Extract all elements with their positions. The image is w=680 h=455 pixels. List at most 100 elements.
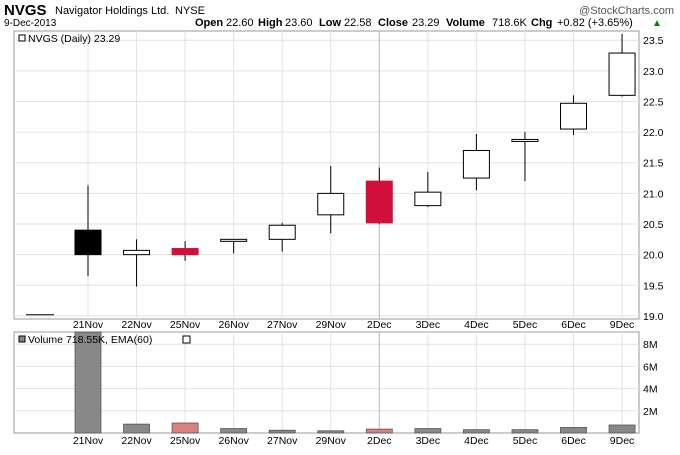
high-label: High bbox=[258, 17, 283, 29]
candle-body bbox=[462, 149, 490, 179]
volume-value: 718.6K bbox=[492, 17, 528, 29]
candle-body bbox=[365, 180, 393, 224]
candle-body bbox=[220, 238, 248, 242]
company-name: Navigator Holdings Ltd. bbox=[55, 5, 169, 17]
x-tick-label: 6Dec bbox=[561, 319, 586, 331]
x-tick-label-bottom: 5Dec bbox=[513, 435, 538, 447]
x-tick-label-bottom: 26Nov bbox=[218, 435, 249, 447]
volume-tick-label: 6M bbox=[643, 361, 658, 373]
price-tick-label: 20.5 bbox=[643, 219, 664, 231]
chg-label: Chg bbox=[531, 17, 552, 29]
volume-grid bbox=[14, 332, 639, 433]
x-tick-label-bottom: 4Dec bbox=[464, 435, 489, 447]
x-tick-label: 25Nov bbox=[170, 319, 201, 331]
price-tick-label: 21.5 bbox=[643, 158, 664, 170]
candle-body bbox=[608, 52, 636, 96]
x-tick-label: 22Nov bbox=[121, 319, 152, 331]
x-axis-labels-bottom: 21Nov 22Nov 25Nov 26Nov 27Nov 29Nov 2Dec 3Dec 4D… bbox=[73, 435, 634, 447]
volume-y-axis: 2M 4M 6M 8M bbox=[643, 339, 658, 418]
candle-25Nov bbox=[171, 241, 199, 261]
candle-3Dec bbox=[414, 171, 442, 207]
candle-body bbox=[74, 229, 102, 256]
x-tick-label-bottom: 3Dec bbox=[416, 435, 441, 447]
chart-date: 9-Dec-2013 bbox=[4, 18, 57, 29]
price-tick-label: 20.0 bbox=[643, 250, 664, 262]
price-tick-label: 22.0 bbox=[643, 127, 664, 139]
price-legend: NVGS (Daily) 23.29 bbox=[28, 33, 120, 45]
close-label: Close bbox=[378, 17, 408, 29]
candle-22Nov bbox=[123, 239, 151, 287]
candle-body bbox=[317, 192, 345, 216]
price-tick-label: 19.5 bbox=[643, 280, 664, 292]
candle-body bbox=[123, 249, 151, 256]
price-y-axis: 19.0 19.5 20.0 20.5 21.0 21.5 22.0 22.5 23.0 23.5 bbox=[643, 35, 664, 323]
x-tick-label-bottom: 25Nov bbox=[170, 435, 201, 447]
candle-body bbox=[171, 248, 199, 256]
candle-body bbox=[414, 191, 442, 207]
candle-body bbox=[560, 102, 587, 130]
x-tick-label: 4Dec bbox=[464, 319, 489, 331]
candle-body bbox=[511, 138, 539, 142]
candle-29Nov bbox=[317, 165, 345, 234]
candle-2Dec bbox=[365, 167, 393, 225]
candle-21Nov bbox=[74, 185, 102, 277]
volume-label: Volume bbox=[446, 17, 485, 29]
candle-27Nov bbox=[268, 222, 296, 252]
ticker-symbol: NVGS bbox=[4, 2, 47, 19]
candle-5Dec bbox=[511, 132, 539, 182]
exchange-label: NYSE bbox=[175, 5, 205, 17]
price-tick-label: 23.0 bbox=[643, 66, 664, 78]
x-tick-label: 26Nov bbox=[218, 319, 249, 331]
x-tick-label: 2Dec bbox=[367, 319, 392, 331]
x-tick-label: 9Dec bbox=[610, 319, 635, 331]
price-panel-frame bbox=[13, 30, 640, 320]
close-value: 23.29 bbox=[412, 17, 440, 29]
x-axis-labels: 21Nov 22Nov 25Nov 26Nov 27Nov 29Nov 2Dec 3Dec 4D… bbox=[73, 319, 634, 331]
x-tick-label: 27Nov bbox=[267, 319, 298, 331]
x-tick-label-bottom: 29Nov bbox=[316, 435, 347, 447]
volume-tick-label: 8M bbox=[643, 339, 658, 351]
low-value: 22.58 bbox=[344, 17, 372, 29]
x-tick-label: 29Nov bbox=[316, 319, 347, 331]
volume-panel-frame bbox=[13, 331, 640, 434]
volume-bar-22Nov bbox=[123, 423, 150, 434]
volume-tick-label: 2M bbox=[643, 406, 658, 418]
price-tick-label: 19.0 bbox=[643, 311, 664, 323]
volume-legend-box-icon bbox=[18, 335, 26, 343]
volume-legend: Volume 718.55K, EMA(60) bbox=[28, 334, 152, 346]
volume-panel: 2M 4M 6M 8M Volume 718.55K, EMA(60) bbox=[13, 331, 658, 434]
watermark-logo: @StockCharts.com bbox=[579, 5, 674, 17]
volume-bar-3Dec bbox=[414, 428, 442, 434]
volume-bar-29Nov bbox=[317, 430, 345, 434]
volume-bar-9Dec bbox=[608, 424, 636, 434]
price-tick-label: 23.5 bbox=[643, 35, 664, 47]
volume-bar-27Nov bbox=[268, 429, 296, 434]
volume-bar-21Nov bbox=[74, 331, 102, 434]
chg-up-arrow-icon: ▲ bbox=[652, 18, 662, 29]
ema-legend-box-icon bbox=[182, 335, 191, 344]
x-tick-label-bottom: 22Nov bbox=[121, 435, 152, 447]
low-label: Low bbox=[319, 17, 341, 29]
x-tick-label-bottom: 2Dec bbox=[367, 435, 392, 447]
price-panel: 19.0 19.5 20.0 20.5 21.0 21.5 22.0 22.5 23.0 23.5… bbox=[13, 30, 664, 323]
price-tick-label: 21.0 bbox=[643, 188, 664, 200]
candle-9Dec bbox=[608, 34, 636, 97]
x-tick-label: 21Nov bbox=[73, 319, 104, 331]
candle-6Dec bbox=[560, 95, 587, 136]
volume-bar-2Dec bbox=[365, 428, 393, 434]
x-tick-label-bottom: 6Dec bbox=[561, 435, 586, 447]
open-value: 22.60 bbox=[226, 17, 254, 29]
volume-tick-label: 4M bbox=[643, 384, 658, 396]
candle-body bbox=[268, 224, 296, 240]
legend-box-icon bbox=[18, 34, 26, 42]
candle-26Nov bbox=[220, 238, 248, 254]
volume-bars bbox=[74, 331, 636, 434]
volume-bar-4Dec bbox=[462, 429, 490, 434]
candle-4Dec bbox=[462, 133, 490, 191]
open-label: Open bbox=[195, 17, 223, 29]
volume-bar-26Nov bbox=[220, 428, 248, 434]
x-tick-label-bottom: 27Nov bbox=[267, 435, 298, 447]
x-tick-label: 3Dec bbox=[416, 319, 441, 331]
